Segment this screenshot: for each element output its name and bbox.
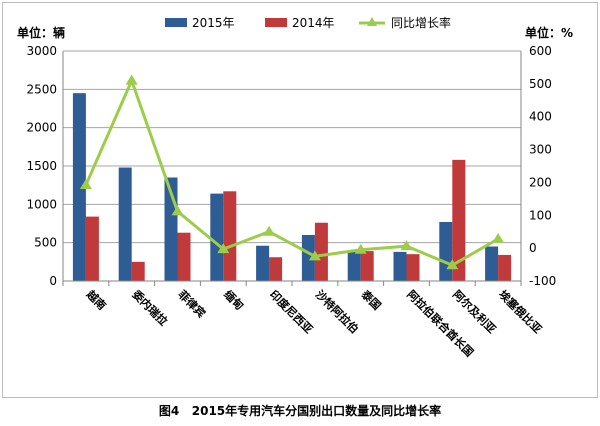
bar-2015 (347, 251, 361, 281)
growth-point (125, 74, 138, 85)
tick-labels: 0 500 1000 1500 2000 2500 3000 -100 0 100 200 300 40… (26, 44, 556, 288)
legend-label-growth: 同比增长率 (391, 15, 451, 30)
bar-2015 (393, 251, 407, 281)
bar-2014 (498, 254, 512, 281)
left-axis-title: 单位：辆 (17, 25, 65, 40)
growth-point (400, 240, 413, 251)
bar-2014 (406, 254, 420, 281)
bar-2015 (485, 246, 499, 281)
left-tick-label: 1000 (26, 197, 57, 211)
bar-2015 (301, 235, 315, 281)
growth-point (171, 205, 184, 216)
legend-swatch-growth-marker (367, 17, 377, 26)
bars (72, 93, 512, 282)
bar-2015 (256, 245, 270, 281)
figure-caption: 图4 2015年专用汽车分国别出口数量及同比增长率 (0, 402, 600, 419)
right-tick-label: 500 (529, 77, 552, 91)
growth-point (446, 259, 459, 270)
left-tick-label: 0 (49, 274, 57, 288)
growth-line (84, 79, 499, 267)
category-label: 阿尔及利亚 (450, 287, 499, 336)
bar-2014 (223, 191, 237, 281)
bar-2015 (72, 93, 86, 282)
growth-point (308, 250, 321, 261)
bar-2015 (439, 221, 453, 281)
left-tick-label: 2000 (26, 121, 57, 135)
axes (62, 50, 522, 286)
bar-2014 (314, 222, 328, 281)
figure-label: 图4 (158, 404, 180, 418)
right-tick-label: 300 (529, 143, 552, 157)
growth-line-series (79, 74, 505, 270)
category-label: 泰国 (358, 287, 384, 313)
legend-label-2015: 2015年 (192, 16, 235, 30)
growth-point (263, 225, 276, 236)
category-label: 缅甸 (221, 287, 246, 312)
legend: 2015年 2014年 同比增长率 (165, 15, 451, 30)
figure-caption-text: 2015年专用汽车分国别出口数量及同比增长率 (191, 404, 442, 418)
category-label: 印度尼西亚 (267, 287, 316, 336)
right-tick-label: -100 (529, 274, 556, 288)
category-label: 埃塞俄比亚 (496, 287, 545, 336)
bar-2014 (85, 216, 99, 281)
bar-2014 (452, 159, 466, 281)
category-label: 越南 (83, 287, 109, 313)
category-label: 菲律宾 (175, 287, 208, 320)
bar-2014 (131, 261, 145, 281)
growth-point (217, 243, 230, 254)
growth-point (492, 232, 505, 243)
bar-2014 (360, 251, 374, 281)
category-label: 委内瑞拉 (129, 287, 171, 329)
legend-label-2014: 2014年 (292, 16, 335, 30)
growth-point (79, 179, 92, 190)
right-tick-label: 100 (529, 208, 552, 222)
right-tick-label: 600 (529, 44, 552, 58)
bar-2014 (177, 232, 191, 281)
right-tick-label: 0 (529, 241, 537, 255)
left-tick-label: 2500 (26, 82, 57, 96)
bar-2015 (118, 167, 132, 281)
growth-point (354, 243, 367, 254)
right-tick-label: 200 (529, 175, 552, 189)
chart-svg: 0 500 1000 1500 2000 2500 3000 -100 0 100 200 300 40… (17, 15, 573, 360)
right-tick-label: 400 (529, 110, 552, 124)
legend-swatch-2015 (165, 18, 187, 27)
chart-frame: 0 500 1000 1500 2000 2500 3000 -100 0 100 200 300 40… (2, 2, 598, 398)
right-axis-title: 单位：% (525, 25, 573, 40)
left-tick-label: 500 (34, 236, 57, 250)
bar-2015 (210, 193, 224, 281)
bar-2014 (269, 257, 283, 281)
category-label: 沙特阿拉伯 (313, 287, 362, 336)
legend-swatch-2014 (265, 18, 287, 27)
left-tick-label: 3000 (26, 44, 57, 58)
left-tick-label: 1500 (26, 159, 57, 173)
